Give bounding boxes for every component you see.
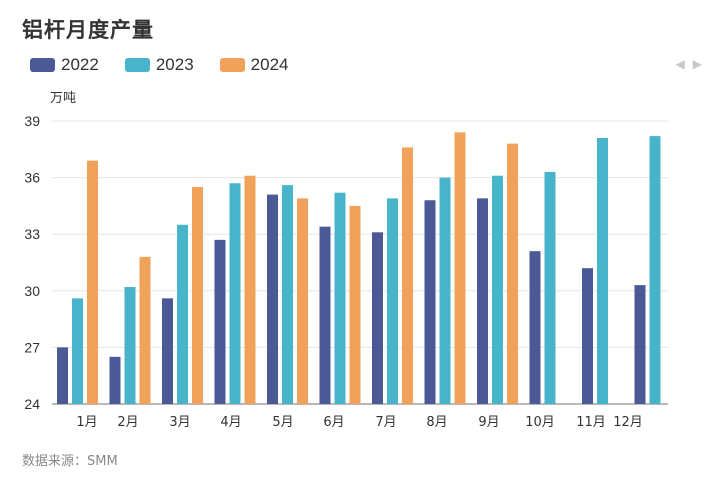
legend-prev-page-icon[interactable]: ◀	[675, 57, 685, 71]
x-tick-label-10: 10月	[525, 415, 555, 430]
bar-2022-12月[interactable]	[634, 285, 646, 404]
x-tick-label-3: 3月	[169, 415, 190, 430]
chart-legend: 2022 2023 2024	[30, 55, 314, 75]
bar-2023-12月[interactable]	[649, 136, 661, 405]
bar-2023-4月[interactable]	[229, 183, 241, 404]
bar-2023-6月[interactable]	[334, 192, 346, 404]
x-tick-label-1: 1月	[76, 415, 97, 430]
bar-2022-5月[interactable]	[267, 194, 278, 404]
bar-2024-5月[interactable]	[297, 198, 308, 404]
bar-2023-7月[interactable]	[387, 198, 398, 404]
legend-label-2023: 2023	[155, 55, 194, 74]
bar-2023-9月[interactable]	[492, 175, 503, 404]
legend-swatch-2023	[124, 58, 150, 72]
bar-2024-4月[interactable]	[244, 175, 256, 404]
y-tick-label-24: 24	[24, 396, 40, 412]
legend-item-2024[interactable]: 2024	[219, 55, 289, 75]
x-tick-label-12: 12月	[613, 415, 643, 430]
x-tick-label-2: 2月	[117, 415, 138, 430]
bar-2023-10月[interactable]	[544, 171, 556, 404]
y-tick-label-39: 39	[24, 113, 40, 129]
y-tick-label-36: 36	[24, 170, 40, 186]
bar-2024-6月[interactable]	[349, 205, 361, 404]
bar-2023-3月[interactable]	[177, 224, 188, 404]
bar-2023-2月[interactable]	[124, 287, 136, 404]
bar-2022-8月[interactable]	[424, 200, 436, 404]
bar-2023-1月[interactable]	[72, 298, 83, 404]
legend-label-2024: 2024	[250, 55, 289, 74]
x-tick-label-6: 6月	[323, 415, 344, 430]
bar-2024-3月[interactable]	[192, 187, 203, 404]
y-tick-label-33: 33	[24, 226, 40, 242]
x-tick-label-8: 8月	[426, 415, 447, 430]
legend-next-page-icon[interactable]: ▶	[692, 57, 702, 71]
data-source-note: 数据来源：SMM	[22, 454, 118, 469]
y-tick-label-30: 30	[24, 283, 40, 299]
bar-2022-6月[interactable]	[319, 226, 331, 404]
bar-2024-8月[interactable]	[454, 132, 466, 404]
bar-2022-4月[interactable]	[214, 239, 226, 404]
bar-2023-5月[interactable]	[282, 185, 293, 404]
x-tick-label-9: 9月	[478, 415, 499, 430]
bar-2022-9月[interactable]	[477, 198, 488, 404]
legend-item-2022[interactable]: 2022	[30, 55, 99, 75]
bar-2023-11月[interactable]	[597, 137, 608, 405]
legend-item-2023[interactable]: 2023	[124, 55, 194, 75]
bar-2024-9月[interactable]	[507, 143, 518, 404]
chart-title: 铝杆月度产量	[22, 18, 154, 42]
bar-2023-8月[interactable]	[439, 177, 451, 404]
x-tick-label-7: 7月	[375, 415, 396, 430]
bar-2022-1月[interactable]	[57, 347, 68, 404]
bar-2022-2月[interactable]	[109, 356, 121, 404]
bar-2024-7月[interactable]	[402, 147, 413, 404]
x-tick-label-4: 4月	[220, 415, 241, 430]
bar-2024-1月[interactable]	[87, 160, 98, 404]
legend-pager: ◀ ▶	[676, 57, 702, 71]
y-tick-label-27: 27	[24, 339, 40, 355]
legend-swatch-2022	[30, 58, 55, 72]
legend-label-2022: 2022	[61, 55, 99, 74]
x-tick-label-11: 11月	[576, 415, 606, 430]
legend-swatch-2024	[219, 58, 245, 72]
x-tick-label-5: 5月	[272, 415, 293, 430]
bar-2022-7月[interactable]	[372, 232, 383, 404]
bar-2024-2月[interactable]	[139, 256, 151, 404]
y-axis-unit-label: 万吨	[50, 91, 77, 106]
bar-2022-3月[interactable]	[162, 298, 173, 404]
bar-2022-10月[interactable]	[529, 251, 541, 404]
bar-2022-11月[interactable]	[582, 268, 593, 404]
